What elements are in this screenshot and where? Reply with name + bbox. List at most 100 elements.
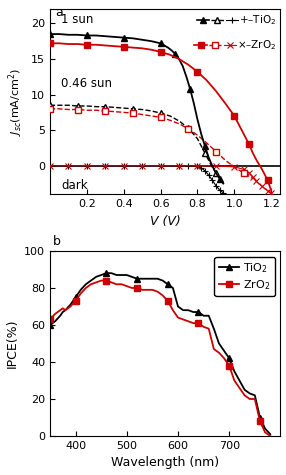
TiO$_2$ — [84, 281, 88, 287]
ZrO$_2$ — [94, 280, 98, 285]
ZrO$_2$ — [243, 392, 246, 398]
ZrO$_2$ — [110, 280, 113, 285]
TiO$_2$ — [253, 392, 257, 398]
TiO$_2$ — [171, 285, 174, 291]
TiO$_2$ — [110, 270, 113, 276]
ZrO$_2$ — [120, 281, 123, 287]
ZrO$_2$ — [223, 355, 226, 361]
ZrO$_2$ — [74, 298, 77, 304]
ZrO$_2$ — [79, 291, 82, 296]
ZrO$_2$ — [166, 298, 170, 304]
TiO$_2$ — [217, 341, 221, 346]
TiO$_2$ — [207, 313, 210, 319]
TiO$_2$ — [63, 307, 67, 313]
TiO$_2$ — [202, 313, 205, 319]
X-axis label: V (V): V (V) — [150, 215, 180, 228]
ZrO$_2$ — [269, 433, 272, 439]
ZrO$_2$ — [53, 311, 57, 317]
TiO$_2$ — [212, 326, 216, 332]
TiO$_2$ — [79, 287, 82, 293]
TiO$_2$ — [269, 431, 272, 437]
ZrO$_2$ — [135, 285, 139, 291]
TiO$_2$ — [227, 355, 231, 361]
TiO$_2$ — [161, 278, 164, 284]
TiO$_2$ — [74, 294, 77, 300]
TiO$_2$ — [89, 278, 93, 284]
ZrO$_2$ — [263, 429, 267, 435]
TiO$_2$ — [69, 302, 72, 307]
ZrO$_2$ — [202, 324, 205, 330]
ZrO$_2$ — [258, 418, 262, 424]
Line: ZrO$_2$: ZrO$_2$ — [47, 278, 273, 439]
ZrO$_2$ — [176, 315, 180, 321]
TiO$_2$ — [125, 272, 128, 278]
ZrO$_2$ — [197, 320, 200, 326]
Y-axis label: $J_{sc}$(mA/cm$^2$): $J_{sc}$(mA/cm$^2$) — [7, 67, 25, 136]
TiO$_2$ — [105, 270, 108, 276]
Text: dark: dark — [61, 179, 88, 191]
TiO$_2$ — [48, 322, 52, 328]
Text: b: b — [53, 236, 60, 248]
TiO$_2$ — [181, 307, 185, 313]
TiO$_2$ — [263, 426, 267, 431]
ZrO$_2$ — [105, 278, 108, 284]
TiO$_2$ — [186, 307, 190, 313]
ZrO$_2$ — [61, 305, 64, 311]
TiO$_2$ — [53, 318, 57, 324]
ZrO$_2$ — [84, 285, 88, 291]
TiO$_2$ — [243, 387, 246, 393]
TiO$_2$ — [223, 348, 226, 354]
ZrO$_2$ — [192, 320, 195, 326]
Y-axis label: IPCE(%): IPCE(%) — [5, 319, 19, 368]
TiO$_2$ — [130, 274, 134, 280]
Text: 1 sun: 1 sun — [61, 13, 94, 27]
ZrO$_2$ — [130, 285, 134, 291]
TiO$_2$ — [156, 276, 159, 282]
ZrO$_2$ — [233, 378, 236, 383]
TiO$_2$ — [166, 281, 170, 287]
ZrO$_2$ — [238, 385, 241, 391]
TiO$_2$ — [176, 304, 180, 309]
TiO$_2$ — [61, 309, 64, 315]
X-axis label: Wavelength (nm): Wavelength (nm) — [111, 456, 219, 469]
Legend: , , ×–ZrO$_2$: , , ×–ZrO$_2$ — [193, 38, 277, 53]
Text: 0.46 sun: 0.46 sun — [61, 77, 112, 90]
TiO$_2$ — [238, 378, 241, 383]
TiO$_2$ — [248, 390, 251, 396]
TiO$_2$ — [135, 276, 139, 282]
TiO$_2$ — [233, 369, 236, 374]
TiO$_2$ — [140, 276, 144, 282]
ZrO$_2$ — [125, 283, 128, 289]
Line: TiO$_2$: TiO$_2$ — [47, 270, 273, 437]
TiO$_2$ — [197, 309, 200, 315]
ZrO$_2$ — [207, 326, 210, 332]
ZrO$_2$ — [48, 316, 52, 322]
ZrO$_2$ — [217, 350, 221, 356]
ZrO$_2$ — [156, 289, 159, 294]
ZrO$_2$ — [59, 307, 62, 313]
ZrO$_2$ — [69, 304, 72, 309]
ZrO$_2$ — [146, 287, 149, 293]
TiO$_2$ — [151, 276, 154, 282]
ZrO$_2$ — [151, 287, 154, 293]
TiO$_2$ — [94, 274, 98, 280]
TiO$_2$ — [146, 276, 149, 282]
ZrO$_2$ — [89, 281, 93, 287]
TiO$_2$ — [100, 272, 103, 278]
TiO$_2$ — [258, 415, 262, 420]
ZrO$_2$ — [227, 363, 231, 369]
ZrO$_2$ — [115, 281, 118, 287]
ZrO$_2$ — [100, 278, 103, 284]
ZrO$_2$ — [253, 396, 257, 402]
ZrO$_2$ — [171, 307, 174, 313]
ZrO$_2$ — [181, 316, 185, 322]
ZrO$_2$ — [161, 293, 164, 298]
TiO$_2$ — [192, 309, 195, 315]
ZrO$_2$ — [248, 396, 251, 402]
Legend: TiO$_2$, ZrO$_2$: TiO$_2$, ZrO$_2$ — [214, 256, 275, 296]
ZrO$_2$ — [140, 287, 144, 293]
TiO$_2$ — [59, 313, 62, 319]
TiO$_2$ — [115, 272, 118, 278]
ZrO$_2$ — [186, 318, 190, 324]
Text: a: a — [55, 6, 63, 19]
